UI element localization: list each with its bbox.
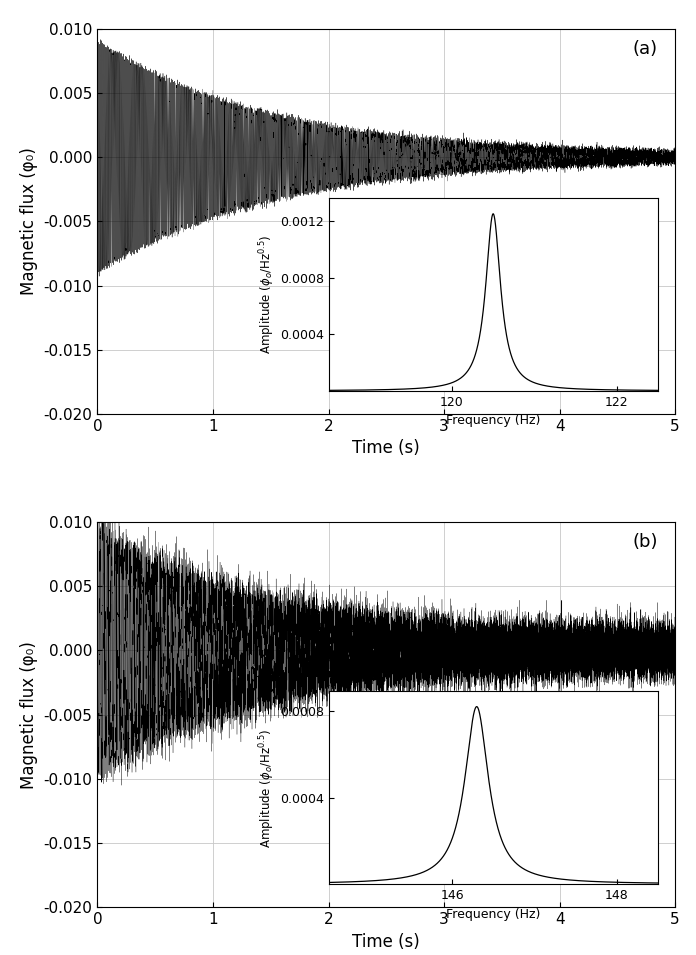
Text: (b): (b) [632, 534, 658, 551]
Y-axis label: Magnetic flux (φ₀): Magnetic flux (φ₀) [20, 641, 38, 789]
Text: (a): (a) [633, 40, 658, 58]
X-axis label: Time (s): Time (s) [352, 439, 420, 457]
X-axis label: Time (s): Time (s) [352, 933, 420, 950]
Y-axis label: Magnetic flux (φ₀): Magnetic flux (φ₀) [20, 147, 38, 295]
